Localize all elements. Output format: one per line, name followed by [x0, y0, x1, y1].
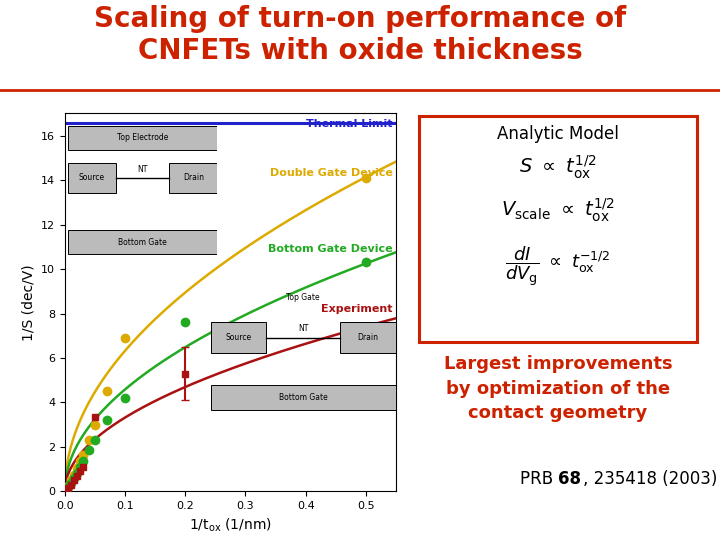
FancyBboxPatch shape: [419, 116, 697, 342]
Text: Bottom Gate Device: Bottom Gate Device: [268, 244, 392, 254]
Text: Analytic Model: Analytic Model: [497, 125, 619, 143]
X-axis label: 1/t$_\mathrm{ox}$ (1/nm): 1/t$_\mathrm{ox}$ (1/nm): [189, 517, 272, 534]
Text: Experiment: Experiment: [321, 305, 392, 314]
Text: $\dfrac{dI}{dV_{\rm g}}\ \propto\ t_{\rm ox}^{-1/2}$: $\dfrac{dI}{dV_{\rm g}}\ \propto\ t_{\rm…: [505, 244, 611, 288]
Text: PRB: PRB: [520, 470, 558, 488]
Text: 68: 68: [558, 470, 581, 488]
Text: Largest improvements
by optimization of the
contact geometry: Largest improvements by optimization of …: [444, 355, 672, 422]
Text: $V_{\rm scale}\ \propto\ t_{\rm ox}^{1/2}$: $V_{\rm scale}\ \propto\ t_{\rm ox}^{1/2…: [501, 196, 615, 224]
Text: Thermal Limit: Thermal Limit: [306, 119, 392, 129]
Y-axis label: 1/S (dec/V): 1/S (dec/V): [22, 264, 35, 341]
Text: , 235418 (2003): , 235418 (2003): [583, 470, 717, 488]
Text: Scaling of turn-on performance of
CNFETs with oxide thickness: Scaling of turn-on performance of CNFETs…: [94, 5, 626, 65]
Text: $S\ \propto\ t_{\rm ox}^{1/2}$: $S\ \propto\ t_{\rm ox}^{1/2}$: [519, 154, 597, 181]
Text: Double Gate Device: Double Gate Device: [270, 168, 392, 178]
